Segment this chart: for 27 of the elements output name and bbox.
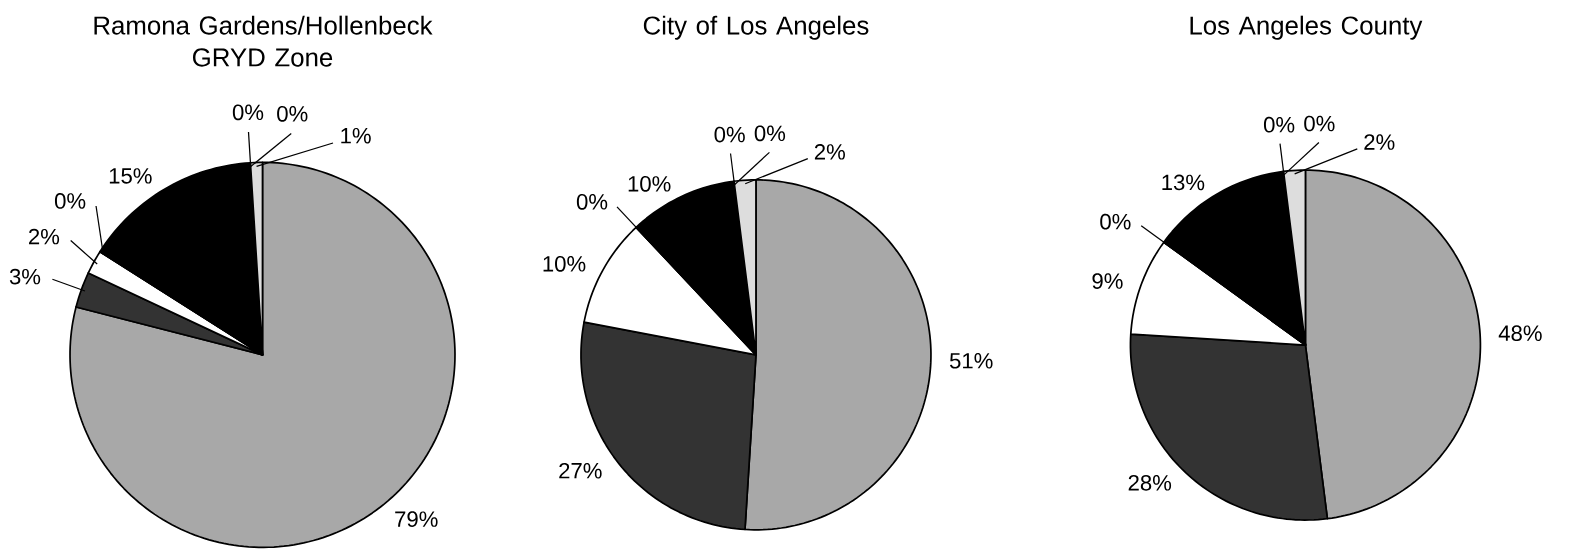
data-label: 51%	[949, 353, 993, 369]
data-label: 10%	[543, 255, 586, 272]
data-label: 28%	[1128, 475, 1172, 491]
text: 0%	[576, 193, 608, 210]
text: 0%	[232, 104, 264, 121]
text: 0%	[277, 105, 308, 122]
data-label: 1%	[341, 127, 371, 144]
data-label: 2%	[1364, 134, 1395, 150]
data-label: 9%	[1092, 273, 1123, 289]
text: 0%	[714, 126, 745, 143]
data-label: 79%	[395, 511, 438, 527]
data-label: 2%	[29, 228, 60, 245]
text: 0%	[1304, 115, 1335, 132]
data-label: 13%	[1162, 174, 1205, 191]
chart-title: Ramona Gardens/Hollenbeck GRYD Zone	[94, 15, 433, 67]
text: 0%	[54, 193, 86, 209]
text: 0%	[754, 125, 786, 142]
data-label: 48%	[1498, 325, 1542, 342]
data-label: 2%	[814, 144, 845, 160]
text: 0%	[1263, 116, 1295, 133]
chart-title: Los Angeles County	[1190, 15, 1423, 40]
data-label: 10%	[628, 176, 671, 192]
data-label: 3%	[9, 268, 41, 285]
data-label: 27%	[559, 462, 602, 479]
data-label: 15%	[109, 168, 152, 184]
chart-title: City of Los Angeles	[643, 15, 869, 40]
text: 0%	[1100, 213, 1131, 230]
